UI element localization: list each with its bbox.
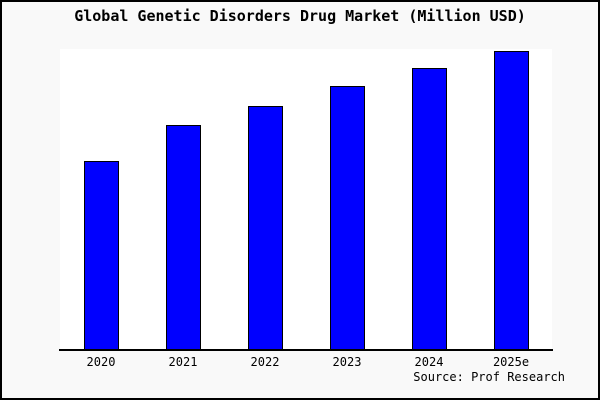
bar-2021 bbox=[165, 125, 201, 350]
x-tick-label-2022: 2022 bbox=[250, 355, 280, 369]
x-tick-label-2023: 2023 bbox=[332, 355, 362, 369]
x-tick-label-2024: 2024 bbox=[414, 355, 444, 369]
source-credit: Source: Prof Research bbox=[413, 370, 565, 384]
chart-title: Global Genetic Disorders Drug Market (Mi… bbox=[74, 7, 526, 25]
x-tick-label-2020: 2020 bbox=[86, 355, 116, 369]
bar-2022 bbox=[247, 105, 283, 350]
bar-2025e bbox=[493, 50, 529, 350]
x-tick-label-2021: 2021 bbox=[168, 355, 198, 369]
bar-2020 bbox=[83, 161, 119, 350]
plot-area bbox=[60, 49, 552, 350]
x-axis-tick-labels: 2020 2021 2022 2023 2024 2025e bbox=[60, 355, 552, 371]
bar-2023 bbox=[329, 86, 365, 350]
bar-2024 bbox=[411, 68, 447, 350]
x-axis-line bbox=[59, 349, 553, 351]
x-tick-label-2025e: 2025e bbox=[492, 355, 530, 369]
